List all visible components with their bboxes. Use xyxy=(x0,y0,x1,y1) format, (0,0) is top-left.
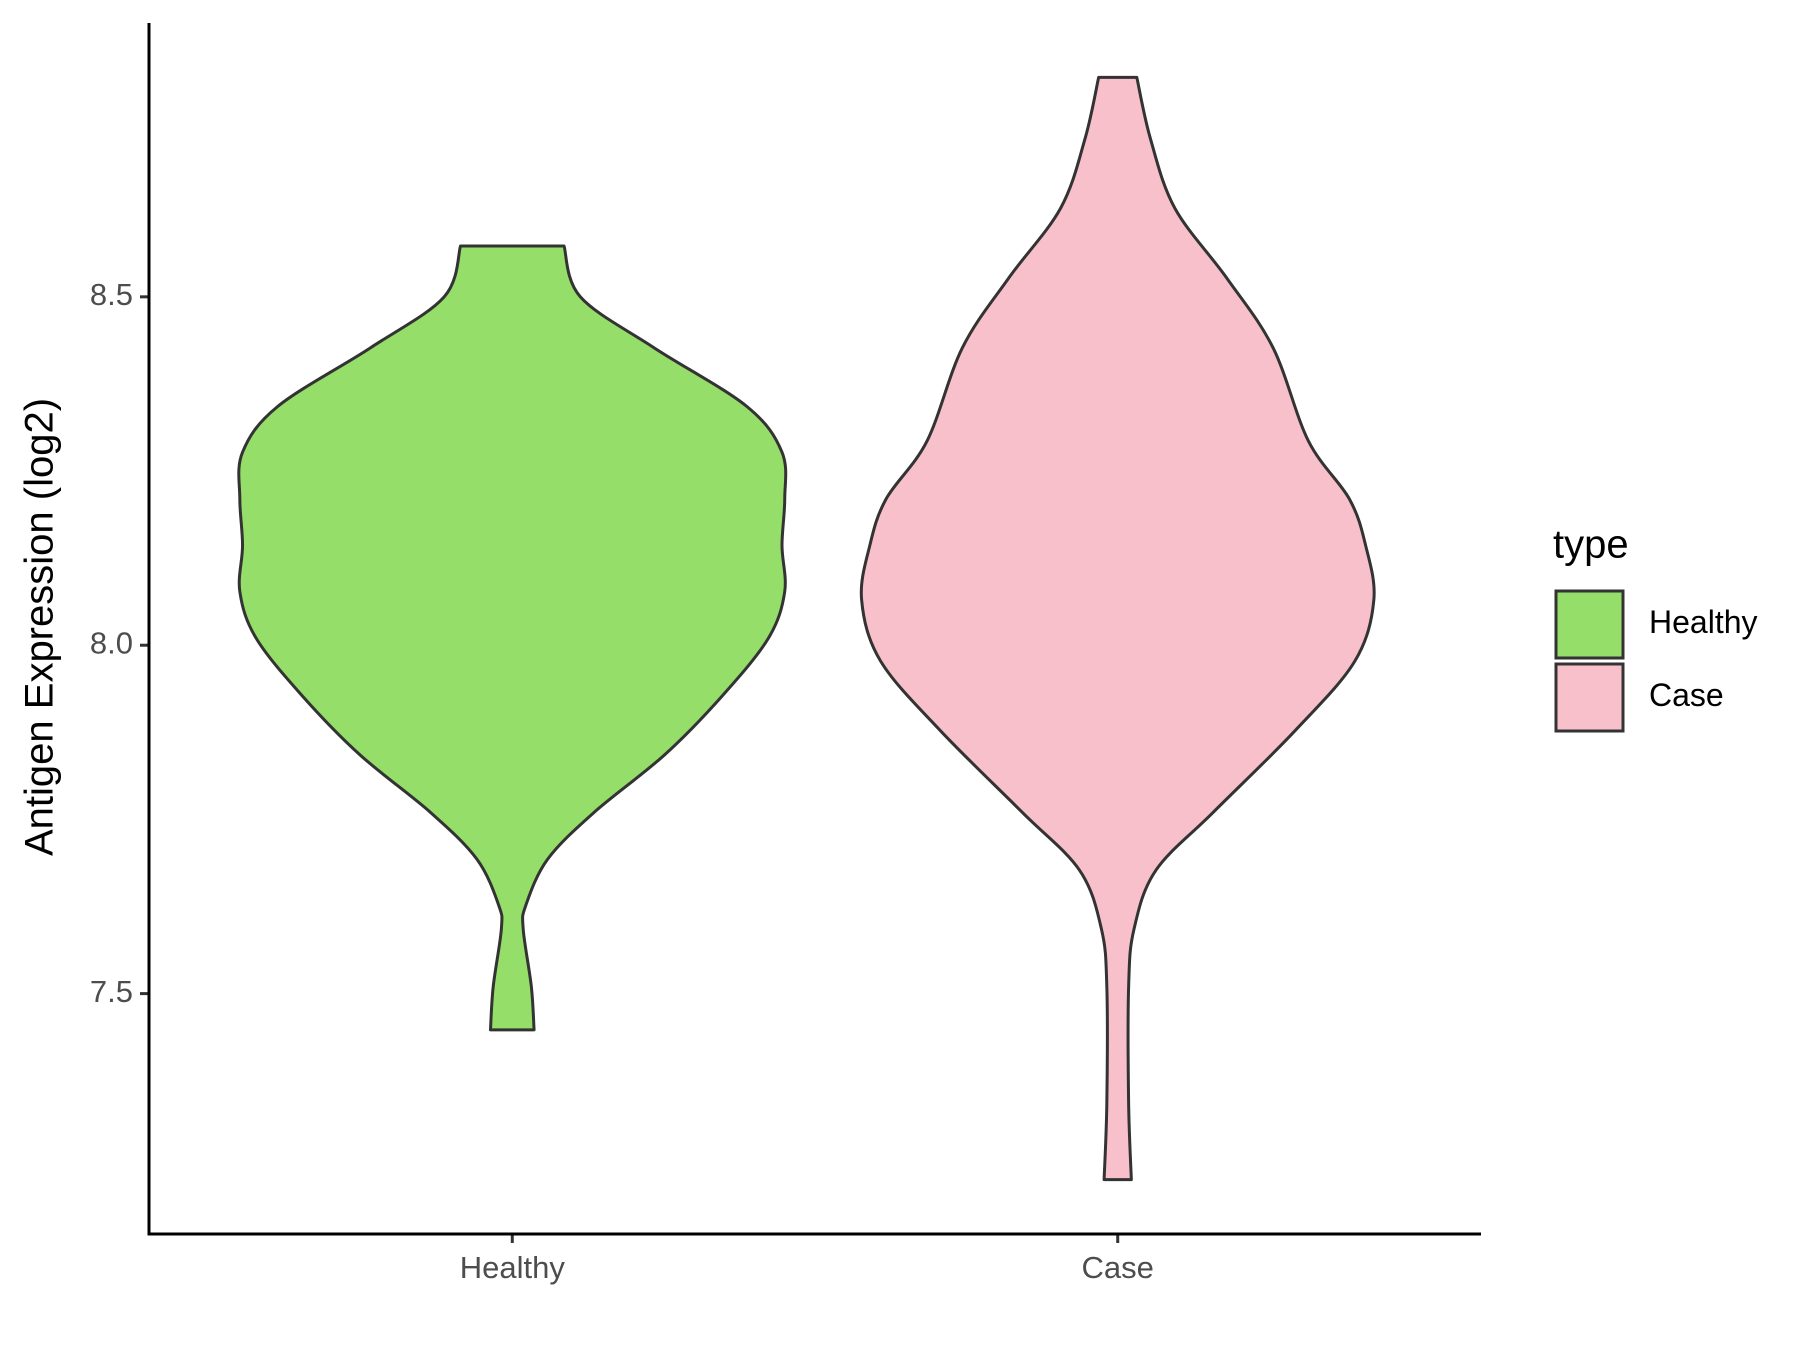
y-tick-label: 7.5 xyxy=(90,974,133,1009)
violin xyxy=(237,244,788,1032)
legend-key xyxy=(1554,662,1625,733)
legend-title: type xyxy=(1553,523,1629,567)
y-axis-title: Antigen Expression (log2) xyxy=(18,398,62,856)
legend-key xyxy=(1554,589,1625,660)
y-tick-label: 8.0 xyxy=(90,625,133,660)
legend-label: Healthy xyxy=(1649,604,1758,640)
x-tick-label: Healthy xyxy=(460,1250,566,1285)
x-tick-label: Case xyxy=(1082,1250,1154,1285)
legend-label: Case xyxy=(1649,677,1724,713)
violin xyxy=(859,75,1376,1182)
y-tick-label: 8.5 xyxy=(90,277,133,312)
